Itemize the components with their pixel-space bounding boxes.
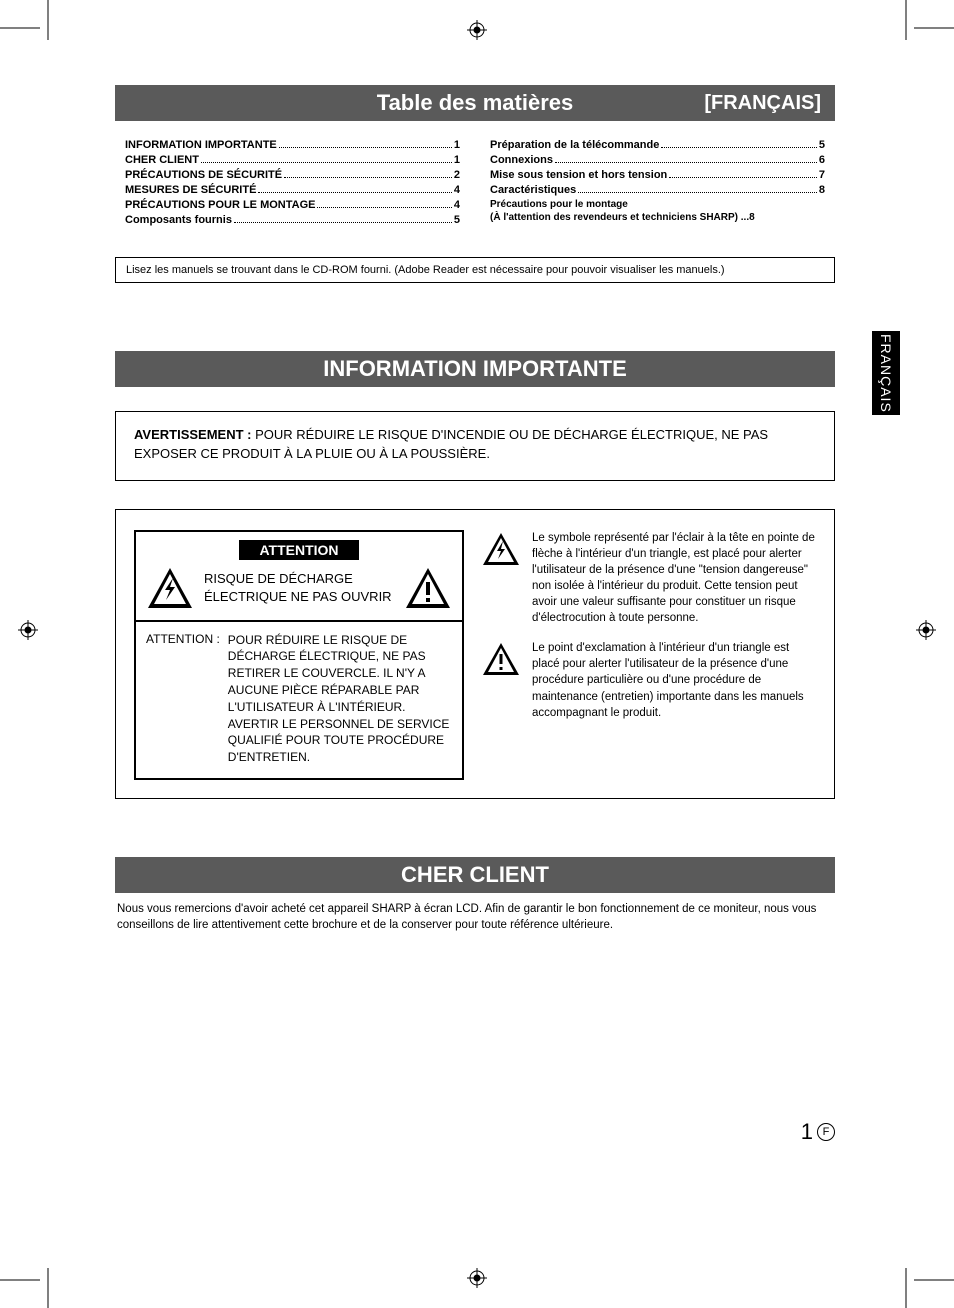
caution-service-box: ATTENTION : POUR RÉDUIRE LE RISQUE DE DÉ… [134, 622, 464, 780]
toc-title: Table des matières [377, 90, 573, 116]
registration-mark-icon [467, 1268, 487, 1288]
symbol-exclamation-text: Le point d'exclamation à l'intérieur d'u… [532, 640, 816, 720]
toc-item: Mise sous tension et hors tension7 [490, 169, 825, 181]
registration-mark-icon [18, 620, 38, 640]
toc-item: Précautions pour le montage [490, 199, 825, 210]
toc-item: Connexions6 [490, 154, 825, 166]
toc-item: Caractéristiques8 [490, 184, 825, 196]
toc-language: [FRANÇAIS] [704, 92, 821, 115]
toc-right-column: Préparation de la télécommande5 Connexio… [490, 139, 825, 229]
lightning-triangle-icon [146, 566, 194, 610]
toc-item: INFORMATION IMPORTANTE1 [125, 139, 460, 151]
toc-item: CHER CLIENT1 [125, 154, 460, 166]
toc-left-column: INFORMATION IMPORTANTE1 CHER CLIENT1 PRÉ… [125, 139, 460, 229]
registration-mark-icon [916, 620, 936, 640]
caution-container: ATTENTION RISQUE DE DÉCHARGE ÉLECTRIQUE … [115, 509, 835, 799]
table-of-contents: INFORMATION IMPORTANTE1 CHER CLIENT1 PRÉ… [115, 139, 835, 243]
exclamation-triangle-icon [482, 642, 520, 676]
toc-header-bar: Table des matières [FRANÇAIS] [115, 85, 835, 121]
caution-service-text: POUR RÉDUIRE LE RISQUE DE DÉCHARGE ÉLECT… [228, 632, 452, 766]
attention-label: ATTENTION [239, 540, 359, 560]
lightning-triangle-icon [482, 532, 520, 566]
symbol-lightning-text: Le symbole représenté par l'éclair à la … [532, 530, 816, 627]
caution-service-label: ATTENTION : [146, 632, 220, 766]
toc-item: (À l'attention des revendeurs et technic… [490, 212, 825, 223]
toc-item: Préparation de la télécommande5 [490, 139, 825, 151]
symbol-lightning-row: Le symbole représenté par l'éclair à la … [482, 530, 816, 627]
warning-box: AVERTISSEMENT : POUR RÉDUIRE LE RISQUE D… [115, 411, 835, 481]
caution-risk-box: ATTENTION RISQUE DE DÉCHARGE ÉLECTRIQUE … [134, 530, 464, 622]
section-cher-client: CHER CLIENT [115, 857, 835, 893]
page-content: FRANÇAIS Table des matières [FRANÇAIS] I… [115, 85, 835, 933]
page-number: 1 F [801, 1119, 835, 1145]
cher-client-text: Nous vous remercions d'avoir acheté cet … [115, 901, 835, 933]
toc-item: MESURES DE SÉCURITÉ4 [125, 184, 460, 196]
exclamation-triangle-icon [404, 566, 452, 610]
registration-mark-icon [467, 20, 487, 40]
symbol-exclamation-row: Le point d'exclamation à l'intérieur d'u… [482, 640, 816, 720]
section-information-importante: INFORMATION IMPORTANTE [115, 351, 835, 387]
page-letter-icon: F [817, 1123, 835, 1141]
caution-risk-text: RISQUE DE DÉCHARGE ÉLECTRIQUE NE PAS OUV… [204, 570, 394, 605]
toc-item: PRÉCAUTIONS POUR LE MONTAGE4 [125, 199, 460, 211]
warning-label: AVERTISSEMENT : [134, 427, 252, 442]
toc-item: PRÉCAUTIONS DE SÉCURITÉ2 [125, 169, 460, 181]
cdrom-note: Lisez les manuels se trouvant dans le CD… [115, 257, 835, 283]
toc-item: Composants fournis5 [125, 214, 460, 226]
language-side-tab: FRANÇAIS [872, 331, 900, 415]
